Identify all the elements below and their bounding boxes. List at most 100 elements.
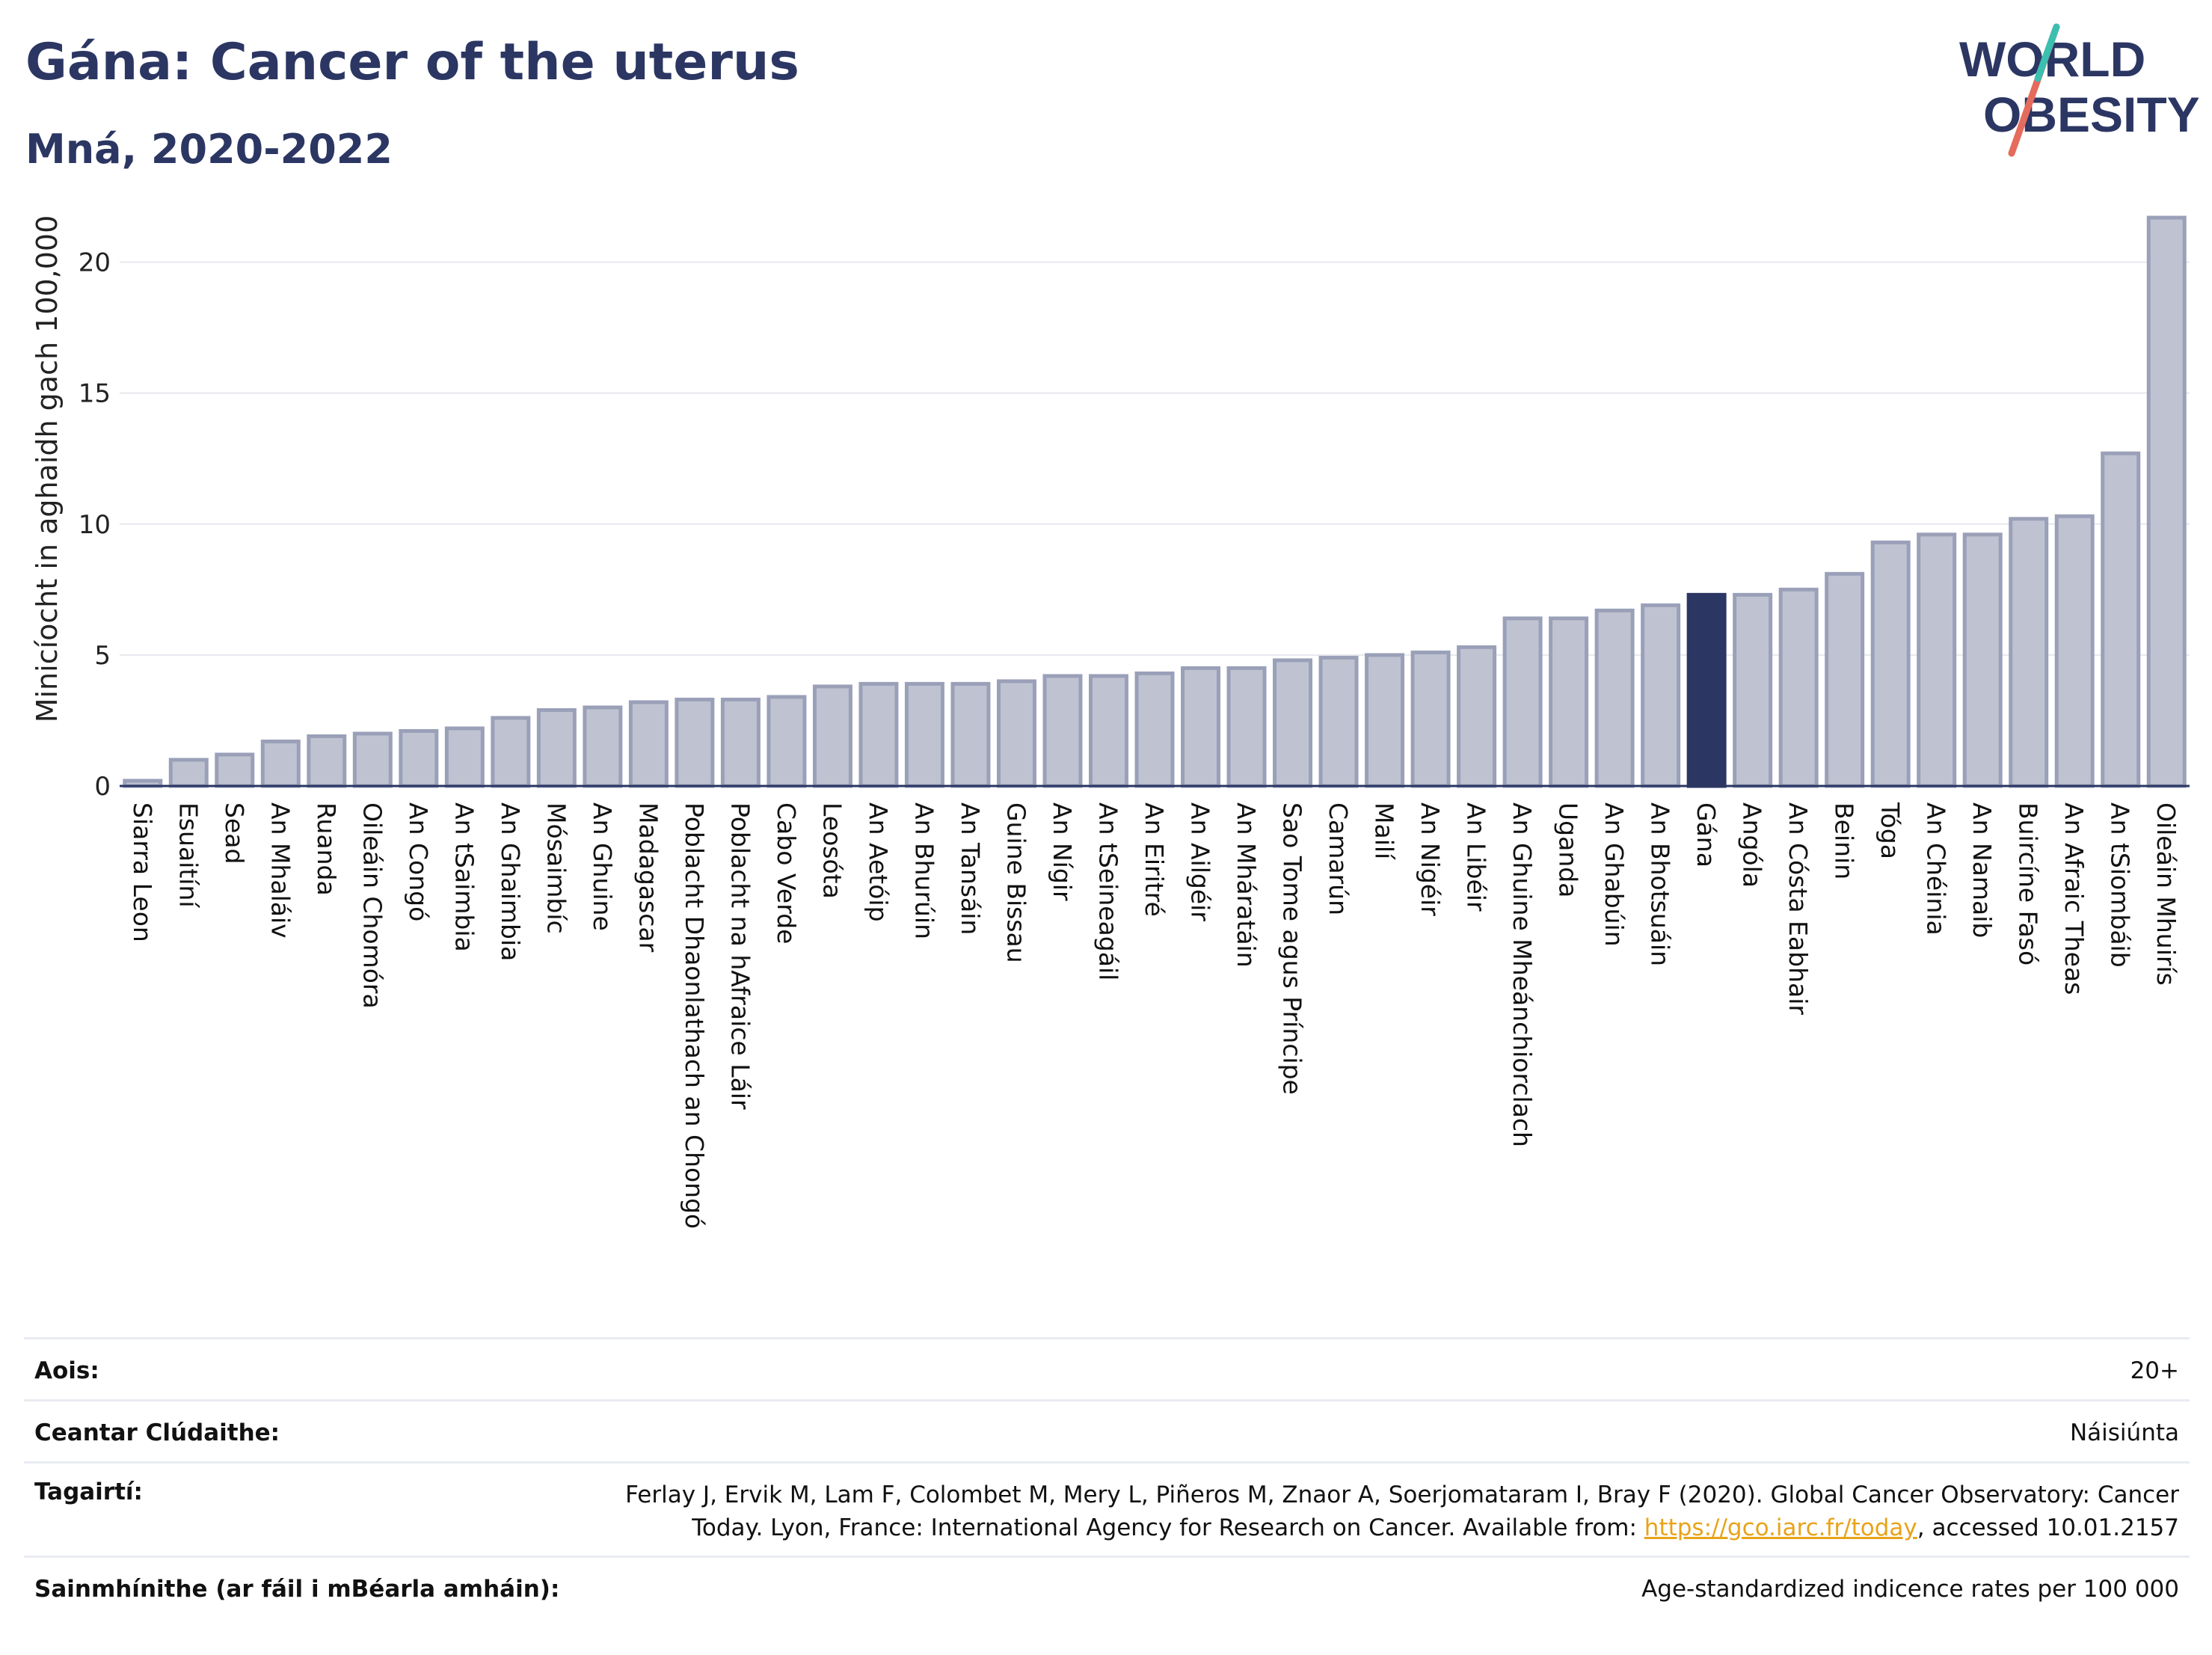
world-obesity-logo: WORLD OBESITY [1959, 23, 2199, 157]
x-tick-label: An Bhurúin [909, 802, 938, 939]
x-tick-label: Guine Bissau [1001, 802, 1030, 963]
bar-mail-[interactable] [1365, 653, 1405, 788]
x-tick-label: Uganda [1554, 802, 1583, 897]
bar-ruanda[interactable] [307, 734, 347, 788]
bar-buirc-ne-fas-[interactable] [2009, 517, 2049, 788]
x-tick-label: Poblacht Dhaonlathach an Chongó [680, 802, 709, 1229]
bar-an-afraic-theas[interactable] [2054, 514, 2095, 788]
x-tick-label: Esuaitíní [173, 802, 203, 909]
bar-g-na[interactable] [1686, 592, 1727, 788]
x-tick-label: An Nigéir [1416, 802, 1445, 916]
bar-an-tseineag-il[interactable] [1088, 674, 1128, 788]
x-tick-label: An Cósta Eabhair [1784, 802, 1813, 1015]
x-tick-label: Tóga [1875, 802, 1905, 859]
reference-line1: Ferlay J, Ervik M, Lam F, Colombet M, Me… [625, 1481, 2179, 1508]
x-tick-label: An Ghabúin [1600, 802, 1629, 947]
x-tick-label: An Afraic Theas [2059, 802, 2089, 995]
bar-an-namaib[interactable] [1962, 532, 2003, 788]
bar-an-c-sta-eabhair[interactable] [1778, 587, 1819, 788]
bar-uganda[interactable] [1549, 616, 1589, 788]
chart-subtitle: Mná, 2020-2022 [25, 126, 393, 173]
bar-cabo-verde[interactable] [766, 695, 807, 788]
bar-an-mh-rat-in[interactable] [1226, 666, 1267, 788]
bar-oile-in-chom-ra[interactable] [352, 731, 393, 788]
bar-an-nig-ir[interactable] [1410, 650, 1451, 788]
info-value-definitions: Age-standardized indicence rates per 100… [1641, 1576, 2179, 1603]
y-tick-label: 10 [79, 510, 111, 540]
info-value-age: 20+ [2130, 1357, 2179, 1384]
y-tick-label: 20 [79, 248, 111, 278]
bar-an-bhur-in[interactable] [904, 681, 944, 788]
x-tick-label: An Ghuine Mheánchiorclach [1508, 802, 1537, 1147]
x-tick-label: An Ghaimbia [496, 802, 525, 961]
x-tick-label: Sead [220, 802, 249, 864]
x-tick-label: An Bhotsuáin [1646, 802, 1675, 966]
bar-an-ghuine[interactable] [583, 705, 623, 788]
x-tick-label: An Aetóip [864, 802, 893, 922]
info-row-age: Aois: 20+ [24, 1337, 2190, 1399]
x-tick-label: Mósaimbíc [541, 802, 571, 934]
bar-poblacht-na-hafraice-l-ir[interactable] [720, 697, 761, 788]
bar-an-tsaimbia[interactable] [444, 726, 485, 788]
bar-an-lib-ir[interactable] [1457, 645, 1497, 788]
reference-link[interactable]: https://gco.iarc.fr/today [1644, 1514, 1917, 1541]
bar-leos-ta[interactable] [812, 684, 852, 788]
bar-sead[interactable] [215, 752, 255, 788]
x-tick-label: An tSaimbia [449, 802, 479, 952]
info-value-references: Ferlay J, Ervik M, Lam F, Colombet M, Me… [625, 1479, 2179, 1544]
x-tick-label: Camarún [1324, 802, 1353, 915]
bar-esuait-n-[interactable] [168, 758, 209, 788]
x-tick-label: Angóla [1738, 802, 1767, 888]
bar-an-ailg-ir[interactable] [1181, 666, 1221, 788]
info-row-coverage: Ceantar Clúdaithe: Náisiúnta [24, 1399, 2190, 1461]
x-tick-label: Madagascar [633, 802, 663, 953]
y-tick-label: 5 [94, 641, 111, 671]
x-tick-label: An Ailgéir [1186, 802, 1215, 921]
bar-t-ga[interactable] [1870, 540, 1911, 788]
chart-title: Gána: Cancer of the uterus [25, 33, 799, 92]
x-tick-label: Beinin [1830, 802, 1859, 879]
bar-an-ghaimbia[interactable] [491, 716, 531, 788]
x-tick-label: An Tansáin [956, 802, 985, 935]
bar-camar-n[interactable] [1318, 655, 1359, 788]
bar-an-bhotsu-in[interactable] [1641, 603, 1681, 788]
x-tick-label: An Libéir [1462, 802, 1491, 912]
info-label-definitions: Sainmhínithe (ar fáil i mBéarla amháin): [34, 1576, 560, 1603]
bar-beinin[interactable] [1825, 571, 1865, 788]
bar-an-ghab-in[interactable] [1594, 608, 1635, 788]
x-tick-label: Poblacht na hAfraice Láir [725, 802, 755, 1110]
bar-poblacht-dhaonlathach-an-chong-[interactable] [675, 697, 715, 788]
bar-an-n-gir[interactable] [1042, 674, 1083, 788]
x-tick-label: Mailí [1370, 802, 1399, 861]
x-tick-label: Gána [1692, 802, 1721, 868]
reference-line2-pre: Today. Lyon, France: International Agenc… [692, 1514, 1644, 1541]
bar-madagascar[interactable] [628, 700, 669, 788]
bar-guine-bissau[interactable] [996, 679, 1036, 788]
x-tick-label: Buircíne Fasó [2014, 802, 2043, 965]
bar-an-eiritr-[interactable] [1134, 671, 1175, 788]
info-row-references: Tagairtí: Ferlay J, Ervik M, Lam F, Colo… [24, 1461, 2190, 1556]
y-tick-label: 0 [94, 772, 111, 802]
info-label-coverage: Ceantar Clúdaithe: [34, 1419, 280, 1446]
bar-sao-tome-agus-pr-ncipe[interactable] [1273, 658, 1313, 788]
bar-an-ch-inia[interactable] [1917, 532, 1957, 788]
x-tick-label: An tSiombáib [2106, 802, 2135, 968]
bar-an-tsiomb-ib[interactable] [2101, 451, 2141, 788]
info-label-references: Tagairtí: [34, 1479, 143, 1505]
bar-chart: 0 5 10 15 20 Minicíocht in aghaidh gach 100,0… [31, 215, 2190, 1229]
x-tick-label: An Mhaláiv [265, 802, 295, 939]
bar-m-saimb-c[interactable] [536, 707, 577, 788]
bar-an-tans-in[interactable] [950, 681, 991, 788]
bar-an-mhal-iv[interactable] [260, 739, 301, 788]
x-tick-label: Oileáin Chomóra [357, 802, 387, 1009]
x-tick-label: An Eiritré [1140, 802, 1169, 917]
bar-an-cong-[interactable] [399, 728, 439, 788]
x-tick-label: An Congó [404, 802, 433, 921]
bar-ang-la[interactable] [1733, 592, 1773, 788]
x-tick-label: An Chéinia [1922, 802, 1951, 936]
info-row-definitions: Sainmhínithe (ar fáil i mBéarla amháin):… [24, 1556, 2190, 1618]
bar-an-aet-ip[interactable] [858, 681, 899, 788]
x-tick-label: An Ghuine [588, 802, 617, 931]
bar-an-ghuine-mhe-nchiorclach[interactable] [1502, 616, 1543, 788]
bar-oile-in-mhuir-s[interactable] [2146, 215, 2187, 788]
